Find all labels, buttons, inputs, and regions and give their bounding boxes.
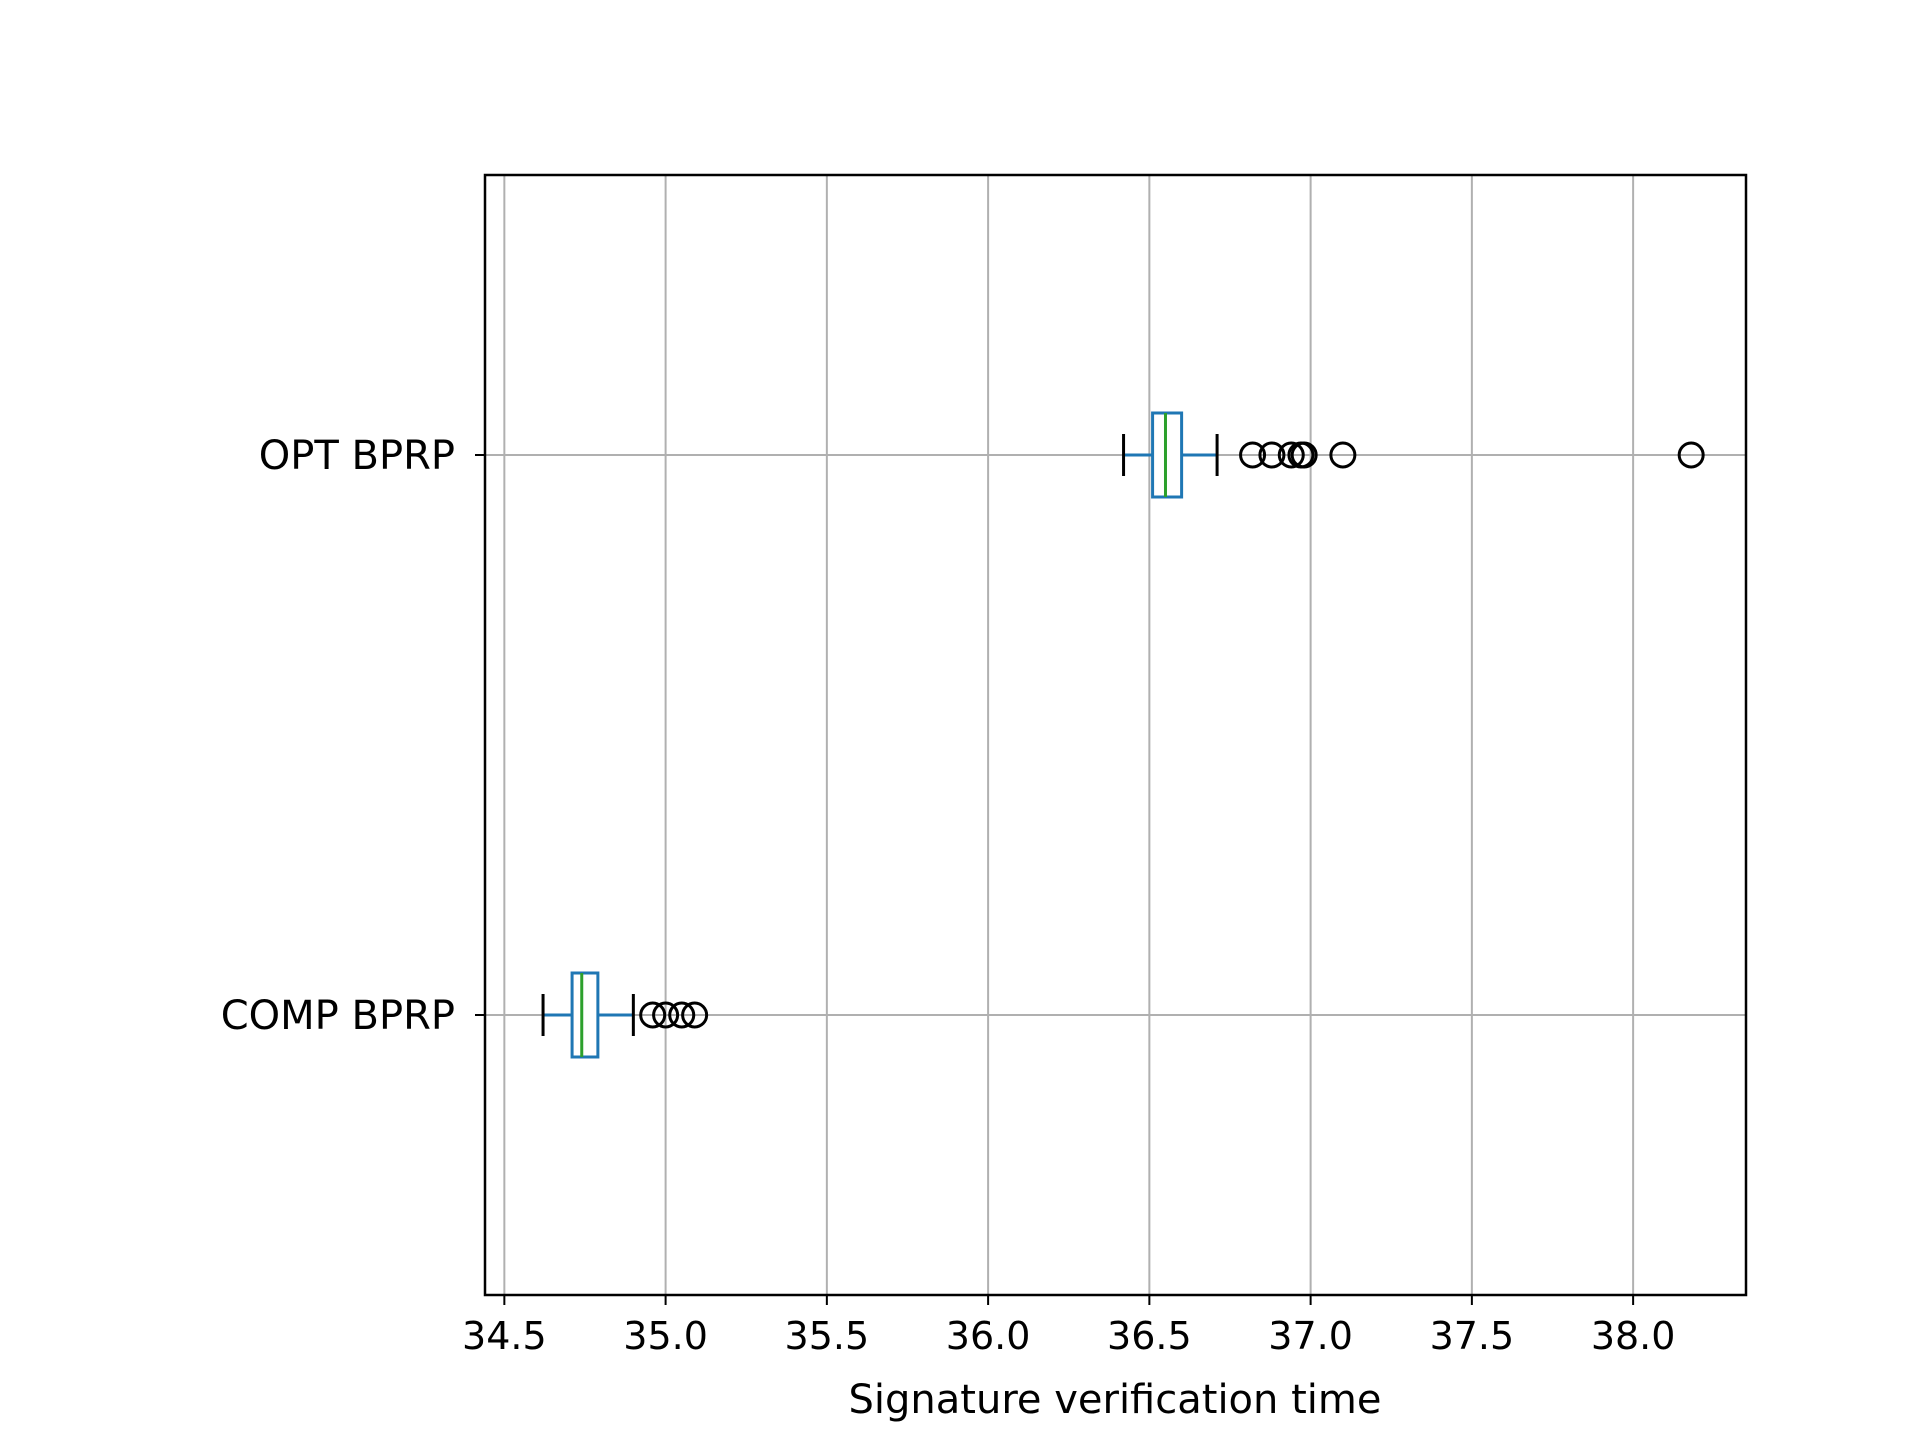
outlier-point [1290, 441, 1318, 469]
outlier-point [1258, 441, 1286, 469]
x-tick-label: 35.5 [785, 1314, 870, 1358]
x-axis-label: Signature verification time [849, 1377, 1382, 1423]
x-tick-label: 37.5 [1430, 1314, 1515, 1358]
outlier-point [1239, 441, 1267, 469]
outlier-point [668, 1001, 696, 1029]
boxes [541, 411, 1705, 1059]
outlier-point [1277, 441, 1305, 469]
outlier-point [639, 1001, 667, 1029]
outlier-point [652, 1001, 680, 1029]
outlier-point [1677, 441, 1705, 469]
outlier-point [681, 1001, 709, 1029]
axes-frame [483, 173, 1748, 1297]
x-tick-label: 36.5 [1107, 1314, 1192, 1358]
y-tick-label: OPT BPRP [259, 433, 455, 479]
y-tick-label: COMP BPRP [221, 993, 455, 1039]
outlier-point [1329, 441, 1357, 469]
x-tick-label: 34.5 [462, 1314, 547, 1358]
box-comp-bprp [541, 971, 709, 1059]
ticks: 34.5 35.0 35.5 36.0 36.5 37.0 37.5 38.0 COMP BPR… [221, 433, 1676, 1358]
iqr-box [1151, 411, 1184, 499]
x-tick-label: 35.0 [623, 1314, 708, 1358]
box-opt-bprp [1122, 411, 1705, 499]
x-tick-label: 38.0 [1591, 1314, 1676, 1358]
x-tick-label: 36.0 [946, 1314, 1031, 1358]
x-tick-label: 37.0 [1268, 1314, 1353, 1358]
grid-lines [485, 175, 1746, 1295]
iqr-box [570, 971, 600, 1059]
